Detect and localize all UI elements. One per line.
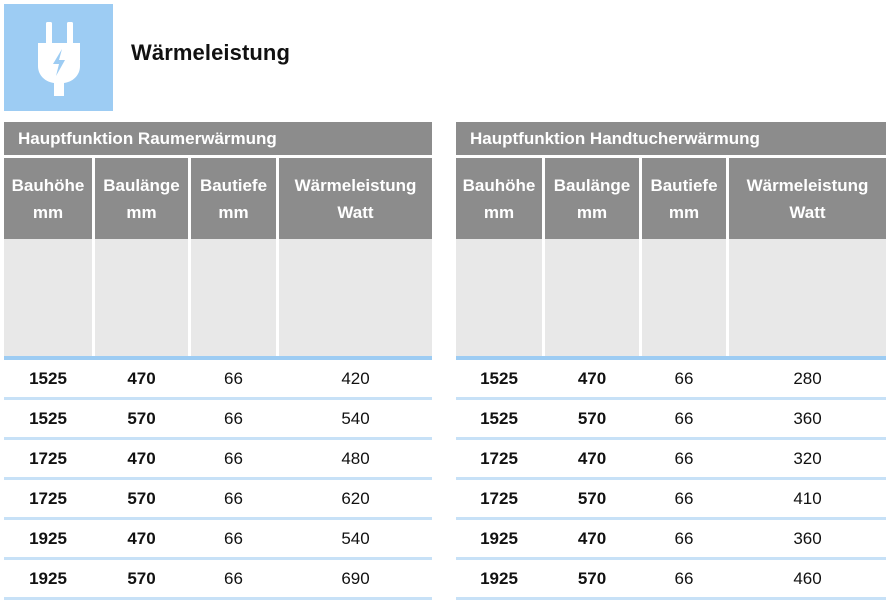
column-header-waermeleistung: Wärmeleistung Watt [729,158,886,239]
diagram-cell [95,239,188,356]
diagram-cell [545,239,639,356]
cell-waermeleistung: 280 [793,368,822,388]
column-header-bauhoehe: Bauhöhe mm [456,158,542,239]
cell-waermeleistung: 360 [793,528,822,548]
cell-baulaenge: 470 [127,368,156,388]
cell-bautiefe: 66 [674,488,694,508]
cell-bauhoehe: 1925 [480,568,518,588]
cell-baulaenge: 470 [127,448,156,468]
table-row: 1925 470 66 540 [4,520,432,560]
page-title: Wärmeleistung [131,40,290,65]
cell-bautiefe: 66 [674,368,694,388]
diagram-cell [642,239,726,356]
table-raumerwaermung: Hauptfunktion Raumerwärmung Bauhöhe mm Ba… [4,122,432,600]
table-row: 1525 570 66 360 [456,400,886,440]
cell-bauhoehe: 1725 [29,488,67,508]
cell-bauhoehe: 1925 [29,528,67,548]
cell-waermeleistung: 420 [341,368,370,388]
cell-bauhoehe: 1525 [29,408,67,428]
table-row: 1525 570 66 540 [4,400,432,440]
cell-bautiefe: 66 [224,488,243,508]
cell-baulaenge: 470 [127,528,156,548]
cell-waermeleistung: 480 [341,448,370,468]
cell-baulaenge: 570 [577,488,607,508]
plug-icon-tile [4,4,113,111]
cell-bauhoehe: 1725 [480,448,518,468]
column-header-baulaenge: Baulänge mm [545,158,639,239]
cell-waermeleistung: 320 [793,448,822,468]
cell-bautiefe: 66 [224,528,243,548]
diagram-row [4,239,432,356]
table-row: 1725 570 66 410 [456,480,886,520]
cell-bautiefe: 66 [224,568,243,588]
column-header-bauhoehe: Bauhöhe mm [4,158,92,239]
cell-bauhoehe: 1725 [480,488,518,508]
cell-bauhoehe: 1525 [480,368,518,388]
column-header-baulaenge: Baulänge mm [95,158,188,239]
table-row: 1725 570 66 620 [4,480,432,520]
table-row: 1925 570 66 460 [456,560,886,600]
cell-waermeleistung: 460 [793,568,822,588]
cell-waermeleistung: 540 [341,528,370,548]
diagram-cell [191,239,276,356]
cell-baulaenge: 570 [577,408,607,428]
cell-waermeleistung: 690 [341,568,370,588]
cell-baulaenge: 570 [577,568,607,588]
cell-baulaenge: 470 [577,368,607,388]
cell-waermeleistung: 620 [341,488,370,508]
diagram-cell [456,239,542,356]
diagram-cell [4,239,92,356]
cell-bautiefe: 66 [224,368,243,388]
cell-baulaenge: 570 [127,488,156,508]
cell-baulaenge: 570 [127,408,156,428]
cell-bautiefe: 66 [224,448,243,468]
power-plug-icon [38,22,80,96]
table-header-row: Bauhöhe mm Baulänge mm Bautiefe mm Wärmelei… [456,158,886,239]
table-header-row: Bauhöhe mm Baulänge mm Bautiefe mm Wärmelei… [4,158,432,239]
table-row: 1525 470 66 280 [456,360,886,400]
cell-bauhoehe: 1925 [29,568,67,588]
cell-baulaenge: 470 [577,528,607,548]
column-header-bautiefe: Bautiefe mm [642,158,726,239]
cell-bautiefe: 66 [674,568,694,588]
cell-waermeleistung: 360 [793,408,822,428]
cell-waermeleistung: 540 [341,408,370,428]
cell-bauhoehe: 1725 [29,448,67,468]
table-caption: Hauptfunktion Raumerwärmung [4,122,432,155]
cell-bauhoehe: 1525 [480,408,518,428]
cell-bautiefe: 66 [674,408,694,428]
cell-bauhoehe: 1925 [480,528,518,548]
header-divider [456,356,886,360]
diagram-row [456,239,886,356]
cell-bauhoehe: 1525 [29,368,67,388]
table-row: 1725 470 66 320 [456,440,886,480]
table-row: 1925 470 66 360 [456,520,886,560]
table-row: 1725 470 66 480 [4,440,432,480]
diagram-cell [279,239,432,356]
cell-bautiefe: 66 [674,448,694,468]
table-row: 1525 470 66 420 [4,360,432,400]
column-header-waermeleistung: Wärmeleistung Watt [279,158,432,239]
column-header-bautiefe: Bautiefe mm [191,158,276,239]
cell-baulaenge: 570 [127,568,156,588]
table-caption: Hauptfunktion Handtucherwärmung [456,122,886,155]
cell-bautiefe: 66 [224,408,243,428]
diagram-cell [729,239,886,356]
table-row: 1925 570 66 690 [4,560,432,600]
cell-baulaenge: 470 [577,448,607,468]
header-divider [4,356,432,360]
cell-bautiefe: 66 [674,528,694,548]
cell-waermeleistung: 410 [793,488,822,508]
table-handtucherwaermung: Hauptfunktion Handtucherwärmung Bauhöhe m… [456,122,886,600]
